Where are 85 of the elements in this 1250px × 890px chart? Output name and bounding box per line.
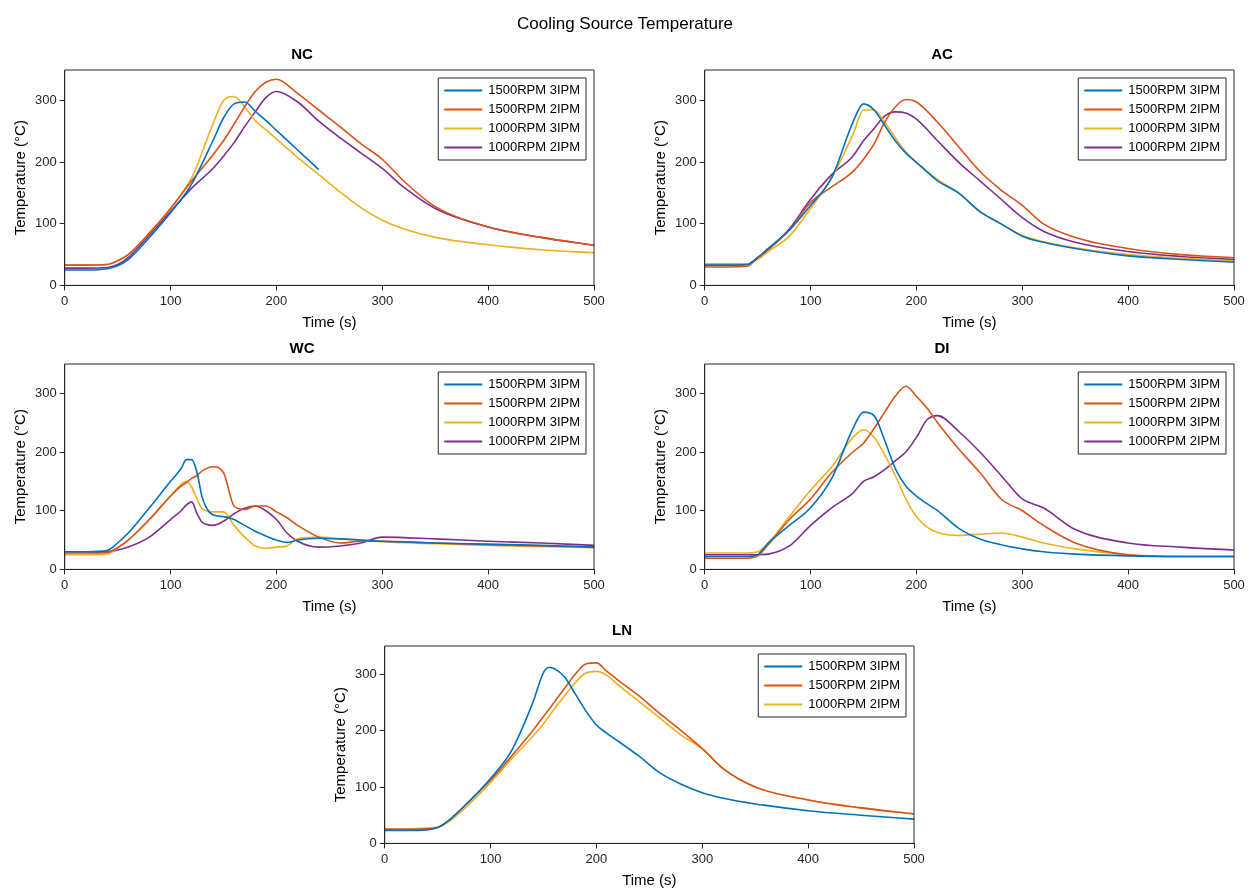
- y-tick-label: 300: [674, 92, 697, 108]
- y-tick-label: 0: [689, 276, 697, 292]
- legend-label: 1500RPM 2IPM: [1128, 101, 1220, 117]
- legend-label: 1000RPM 3IPM: [1128, 414, 1220, 430]
- chart-title: DI: [934, 339, 950, 357]
- y-tick-label: 200: [674, 153, 697, 169]
- y-tick-label: 300: [674, 384, 697, 400]
- y-tick-label: 0: [689, 560, 697, 576]
- y-axis-title: Temperature (°C): [11, 409, 29, 525]
- x-tick-label: 200: [265, 576, 288, 592]
- x-tick-label: 200: [265, 292, 288, 308]
- legend-label: 1500RPM 3IPM: [488, 376, 580, 392]
- x-tick-label: 200: [585, 850, 608, 866]
- x-tick-label: 200: [905, 576, 928, 592]
- y-axis-title: Temperature (°C): [11, 120, 29, 236]
- x-tick-label: 0: [381, 850, 389, 866]
- y-tick-label: 100: [34, 502, 57, 518]
- legend-label: 1000RPM 2IPM: [808, 696, 900, 712]
- x-axis-title: Time (s): [622, 871, 677, 889]
- x-tick-label: 500: [1223, 576, 1245, 592]
- x-tick-label: 100: [159, 292, 182, 308]
- x-tick-label: 300: [1011, 292, 1034, 308]
- legend-label: 1500RPM 3IPM: [1128, 376, 1220, 392]
- y-tick-label: 300: [34, 384, 57, 400]
- x-tick-label: 0: [701, 576, 709, 592]
- legend-label: 1500RPM 3IPM: [808, 658, 900, 674]
- x-tick-label: 100: [799, 292, 822, 308]
- legend-label: 1000RPM 3IPM: [488, 414, 580, 430]
- chart-title: AC: [931, 45, 953, 63]
- y-tick-label: 200: [674, 443, 697, 459]
- x-tick-label: 300: [371, 292, 394, 308]
- legend-label: 1500RPM 3IPM: [488, 82, 580, 98]
- y-tick-label: 200: [354, 722, 377, 738]
- x-tick-label: 400: [477, 576, 499, 592]
- chart-title: NC: [291, 45, 313, 63]
- x-tick-label: 500: [903, 850, 925, 866]
- y-tick-label: 0: [49, 276, 57, 292]
- legend-label: 1000RPM 3IPM: [1128, 120, 1220, 136]
- legend-label: 1500RPM 3IPM: [1128, 82, 1220, 98]
- legend-label: 1500RPM 2IPM: [808, 677, 900, 693]
- x-tick-label: 100: [799, 576, 822, 592]
- y-tick-label: 100: [34, 215, 57, 231]
- x-axis-title: Time (s): [942, 313, 997, 331]
- x-axis-title: Time (s): [302, 313, 357, 331]
- y-axis-title: Temperature (°C): [651, 409, 669, 525]
- legend-label: 1500RPM 2IPM: [1128, 395, 1220, 411]
- y-tick-label: 200: [34, 153, 57, 169]
- y-tick-label: 0: [369, 834, 377, 850]
- x-tick-label: 500: [583, 576, 605, 592]
- legend-label: 1000RPM 3IPM: [488, 120, 580, 136]
- x-tick-label: 300: [371, 576, 394, 592]
- x-tick-label: 200: [905, 292, 928, 308]
- y-tick-label: 300: [354, 665, 377, 681]
- legend-label: 1500RPM 2IPM: [488, 395, 580, 411]
- legend-label: 1000RPM 2IPM: [1128, 433, 1220, 449]
- x-tick-label: 400: [477, 292, 499, 308]
- chart-title: LN: [612, 621, 632, 639]
- y-axis-title: Temperature (°C): [651, 120, 669, 236]
- line-series: [64, 101, 320, 271]
- x-tick-label: 400: [1117, 292, 1139, 308]
- x-tick-label: 0: [61, 292, 69, 308]
- legend-label: 1500RPM 2IPM: [488, 101, 580, 117]
- x-axis-title: Time (s): [942, 597, 997, 615]
- x-tick-label: 300: [1011, 576, 1034, 592]
- x-tick-label: 100: [159, 576, 182, 592]
- x-axis-title: Time (s): [302, 597, 357, 615]
- x-tick-label: 500: [1223, 292, 1245, 308]
- text: Cooling Source Temperature: [516, 14, 734, 33]
- y-tick-label: 100: [674, 215, 697, 231]
- legend-label: 1000RPM 2IPM: [488, 433, 580, 449]
- y-axis-title: Temperature (°C): [331, 687, 349, 803]
- y-tick-label: 0: [49, 560, 57, 576]
- x-tick-label: 400: [797, 850, 819, 866]
- y-tick-label: 100: [674, 502, 697, 518]
- x-tick-label: 0: [701, 292, 709, 308]
- y-tick-label: 100: [354, 778, 377, 794]
- y-tick-label: 300: [34, 92, 57, 108]
- legend-label: 1000RPM 2IPM: [1128, 139, 1220, 155]
- x-tick-label: 500: [583, 292, 605, 308]
- legend-label: 1000RPM 2IPM: [488, 139, 580, 155]
- x-tick-label: 400: [1117, 576, 1139, 592]
- y-tick-label: 200: [34, 443, 57, 459]
- x-tick-label: 0: [61, 576, 69, 592]
- chart-title: WC: [289, 339, 315, 357]
- x-tick-label: 100: [479, 850, 502, 866]
